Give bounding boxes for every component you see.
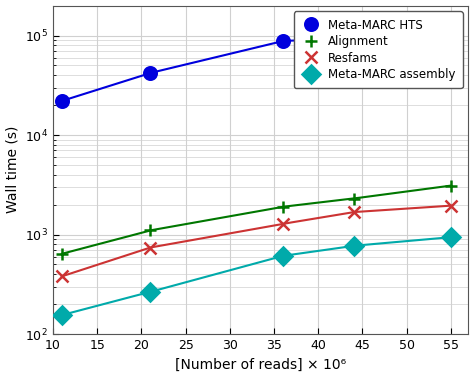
- Meta-MARC assembly: [59, 313, 64, 317]
- Resfams: [147, 245, 153, 250]
- Meta-MARC HTS: [147, 71, 153, 75]
- Line: Meta-MARC assembly: Meta-MARC assembly: [55, 231, 457, 321]
- Resfams: [280, 222, 286, 226]
- Meta-MARC assembly: [280, 254, 286, 258]
- Meta-MARC assembly: [147, 290, 153, 294]
- Alignment: [59, 251, 64, 256]
- Meta-MARC HTS: [448, 34, 454, 39]
- Alignment: [351, 196, 356, 201]
- Meta-MARC HTS: [59, 99, 64, 103]
- Meta-MARC assembly: [351, 244, 356, 248]
- Line: Meta-MARC HTS: Meta-MARC HTS: [55, 30, 457, 107]
- Alignment: [280, 204, 286, 209]
- Meta-MARC assembly: [448, 235, 454, 239]
- Line: Resfams: Resfams: [55, 199, 457, 283]
- Resfams: [351, 210, 356, 215]
- X-axis label: [Number of reads] × 10⁶: [Number of reads] × 10⁶: [175, 357, 346, 371]
- Line: Alignment: Alignment: [55, 179, 457, 260]
- Meta-MARC HTS: [280, 39, 286, 43]
- Y-axis label: Wall time (s): Wall time (s): [6, 126, 19, 213]
- Legend: Meta-MARC HTS, Alignment, Resfams, Meta-MARC assembly: Meta-MARC HTS, Alignment, Resfams, Meta-…: [294, 11, 463, 88]
- Resfams: [448, 204, 454, 208]
- Meta-MARC HTS: [351, 35, 356, 40]
- Alignment: [147, 228, 153, 233]
- Alignment: [448, 183, 454, 188]
- Resfams: [59, 274, 64, 279]
